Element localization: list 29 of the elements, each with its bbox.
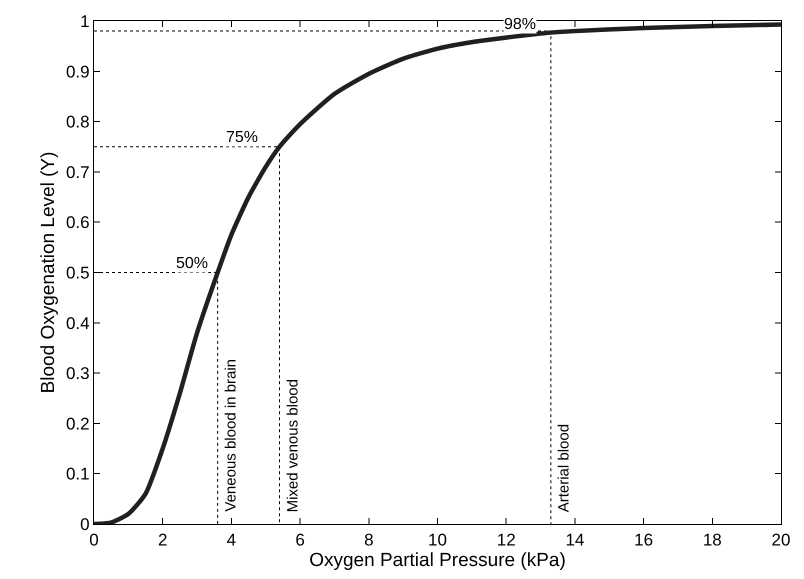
x-tick-label: 2 (158, 530, 168, 550)
y-axis-title: Blood Oxygenation Level (Y) (38, 152, 59, 394)
y-tick-label: 0.5 (66, 263, 90, 282)
annotation: 75% (226, 129, 258, 146)
x-axis-title: Oxygen Partial Pressure (kPa) (309, 550, 566, 572)
y-tick-label: 0.8 (66, 112, 90, 132)
x-tick-label: 10 (428, 530, 447, 550)
annotation: Arterial blood (555, 424, 572, 512)
annotation: 98% (504, 16, 536, 33)
x-tick-label: 6 (295, 530, 305, 550)
y-tick-label: 0.1 (66, 464, 90, 484)
x-tick-label: 4 (226, 530, 236, 550)
y-tick-label: 0.4 (66, 314, 90, 333)
annotation: Veneous blood in brain (222, 358, 240, 512)
x-tick-label: 12 (496, 530, 516, 550)
x-tick-label: 8 (364, 530, 374, 550)
y-tick-label: 0 (80, 514, 90, 534)
x-tick-label: 16 (634, 530, 654, 550)
annotation: Mixed venous blood (284, 379, 302, 512)
y-tick-label: 0.6 (66, 213, 90, 232)
x-tick-label: 20 (772, 530, 790, 550)
x-tick-label: 14 (565, 530, 584, 550)
y-tick-label: 0.2 (66, 414, 90, 434)
x-tick-label: 18 (702, 530, 722, 550)
y-tick-label: 1 (80, 12, 90, 31)
annotation: 50% (176, 255, 208, 272)
y-tick-label: 0.7 (66, 162, 90, 182)
y-tick-label: 0.3 (66, 364, 90, 384)
y-tick-label: 0.9 (66, 62, 90, 82)
